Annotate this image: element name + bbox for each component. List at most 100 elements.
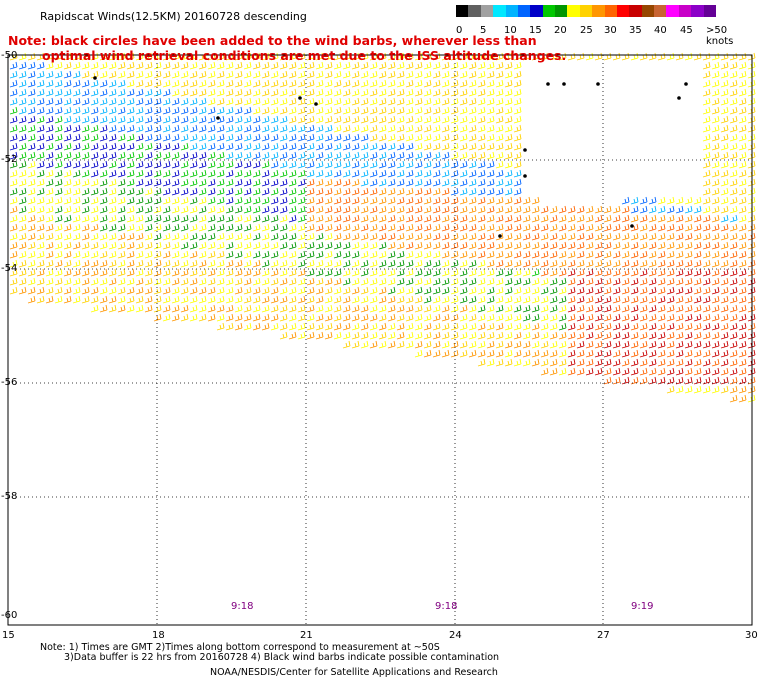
wind-barb-icon [711, 133, 720, 142]
wind-barb-icon [189, 250, 198, 259]
wind-barb-icon [540, 232, 549, 241]
wind-barb-icon [180, 313, 189, 322]
wind-barb-icon [495, 295, 504, 304]
wind-barb-icon [297, 142, 306, 151]
wind-barb-icon [99, 178, 108, 187]
wind-barb-icon [693, 223, 702, 232]
wind-barb-icon [612, 214, 621, 223]
wind-barb-icon [315, 133, 324, 142]
wind-barb-icon [306, 187, 315, 196]
wind-barb-icon [126, 115, 135, 124]
wind-barb-icon [153, 169, 162, 178]
wind-barb-icon [729, 376, 738, 385]
wind-barb-icon [171, 205, 180, 214]
wind-barb-icon [468, 340, 477, 349]
wind-barb-icon [495, 331, 504, 340]
wind-barb-icon [684, 277, 693, 286]
wind-barb-icon [45, 268, 54, 277]
wind-barb-icon [18, 52, 27, 61]
wind-barb-icon [162, 115, 171, 124]
wind-barb-icon [279, 223, 288, 232]
wind-barb-icon [198, 178, 207, 187]
wind-barb-icon [477, 340, 486, 349]
wind-barb-icon [729, 268, 738, 277]
wind-barb-icon [297, 259, 306, 268]
wind-barb-icon [279, 61, 288, 70]
wind-barb-icon [216, 223, 225, 232]
wind-barb-icon [72, 232, 81, 241]
wind-barb-icon [162, 169, 171, 178]
wind-barb-icon [18, 106, 27, 115]
wind-barb-icon [135, 79, 144, 88]
wind-barb-icon [189, 187, 198, 196]
wind-barb-icon [423, 88, 432, 97]
wind-barb-icon [396, 97, 405, 106]
wind-barb-icon [234, 178, 243, 187]
wind-barb-icon [216, 169, 225, 178]
wind-barb-icon [702, 61, 711, 70]
wind-barb-icon [315, 61, 324, 70]
wind-barb-icon [72, 214, 81, 223]
wind-barb-icon [333, 61, 342, 70]
wind-barb-icon [441, 349, 450, 358]
wind-barb-icon [360, 277, 369, 286]
wind-barb-icon [153, 187, 162, 196]
wind-barb-icon [315, 88, 324, 97]
wind-barb-icon [54, 160, 63, 169]
wind-barb-icon [99, 61, 108, 70]
wind-barb-icon [234, 61, 243, 70]
wind-barb-icon [288, 304, 297, 313]
wind-barb-icon [297, 295, 306, 304]
wind-barb-icon [486, 295, 495, 304]
wind-barb-icon [378, 340, 387, 349]
wind-barb-icon [306, 295, 315, 304]
wind-barb-icon [531, 250, 540, 259]
wind-barb-icon [738, 340, 747, 349]
wind-barb-icon [342, 196, 351, 205]
wind-barb-icon [270, 268, 279, 277]
wind-barb-icon [333, 241, 342, 250]
wind-barb-icon [495, 304, 504, 313]
wind-barb-icon [81, 70, 90, 79]
wind-barb-icon [369, 142, 378, 151]
wind-barb-icon [540, 340, 549, 349]
wind-barb-icon [495, 223, 504, 232]
wind-barb-icon [675, 241, 684, 250]
wind-barb-icon [405, 169, 414, 178]
wind-barb-icon [432, 178, 441, 187]
wind-barb-icon [108, 223, 117, 232]
wind-barb-icon [207, 277, 216, 286]
wind-barb-icon [171, 61, 180, 70]
wind-barb-icon [504, 241, 513, 250]
wind-barb-icon [234, 142, 243, 151]
wind-barb-icon [513, 223, 522, 232]
wind-barb-icon [405, 313, 414, 322]
wind-barb-icon [99, 124, 108, 133]
wind-barb-icon [207, 295, 216, 304]
wind-barb-icon [495, 187, 504, 196]
wind-barb-icon [414, 268, 423, 277]
wind-barb-icon [675, 340, 684, 349]
wind-barb-icon [369, 133, 378, 142]
wind-barb-icon [468, 160, 477, 169]
wind-barb-icon [9, 142, 18, 151]
wind-barb-icon [306, 205, 315, 214]
wind-barb-icon [108, 133, 117, 142]
wind-barb-icon [477, 115, 486, 124]
wind-barb-icon [630, 277, 639, 286]
wind-barb-icon [549, 286, 558, 295]
wind-barb-icon [405, 241, 414, 250]
wind-barb-icon [666, 376, 675, 385]
wind-barb-icon [396, 214, 405, 223]
wind-barb-icon [180, 187, 189, 196]
wind-barb-icon [315, 79, 324, 88]
wind-barb-icon [351, 142, 360, 151]
wind-barb-icon [675, 358, 684, 367]
wind-barb-icon [216, 250, 225, 259]
wind-barb-icon [576, 304, 585, 313]
wind-barb-icon [243, 79, 252, 88]
wind-barb-icon [90, 187, 99, 196]
wind-barb-icon [9, 286, 18, 295]
wind-barb-icon [72, 187, 81, 196]
wind-barb-icon [18, 97, 27, 106]
